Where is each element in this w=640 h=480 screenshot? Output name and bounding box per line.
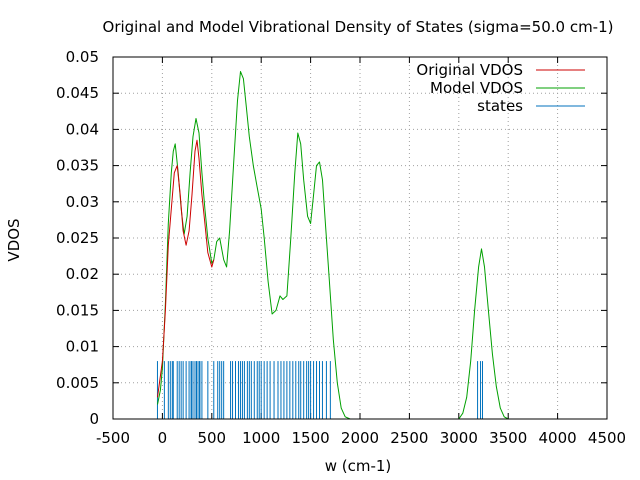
- states-sticks: [156, 361, 484, 419]
- y-tick-label: 0.035: [56, 157, 99, 175]
- x-tick-label: 3500: [489, 429, 527, 447]
- x-tick-label: -500: [96, 429, 130, 447]
- legend-label: Original VDOS: [416, 61, 523, 79]
- x-tick-label: 0: [158, 429, 168, 447]
- y-tick-label: 0.03: [66, 193, 99, 211]
- plot-frame: [112, 56, 608, 420]
- chart-title: Original and Model Vibrational Density o…: [103, 18, 614, 36]
- x-tick-label: 3000: [440, 429, 478, 447]
- y-tick-label: 0.045: [56, 84, 99, 102]
- series-layer: [156, 71, 509, 420]
- y-tick-label: 0.02: [66, 265, 99, 283]
- grid-lines: [113, 57, 607, 419]
- x-tick-label: 2500: [390, 429, 428, 447]
- x-axis-label: w (cm-1): [325, 457, 392, 475]
- x-tick-label: 2000: [341, 429, 379, 447]
- x-tick-label: 1500: [292, 429, 330, 447]
- legend-label: Model VDOS: [430, 79, 523, 97]
- y-tick-label: 0.015: [56, 301, 99, 319]
- y-tick-label: 0.005: [56, 374, 99, 392]
- model-vdos-line: [157, 71, 509, 420]
- legend-label: states: [477, 97, 523, 115]
- y-tick-label: 0: [89, 410, 99, 428]
- x-tick-label: 500: [197, 429, 226, 447]
- y-axis-label: VDOS: [5, 218, 23, 261]
- original-vdos-line: [157, 139, 215, 398]
- x-tick-label: 1000: [242, 429, 280, 447]
- y-tick-label: 0.025: [56, 229, 99, 247]
- y-tick-label: 0.01: [66, 338, 99, 356]
- y-tick-label: 0.05: [66, 48, 99, 66]
- x-tick-label: 4000: [539, 429, 577, 447]
- y-tick-label: 0.04: [66, 120, 99, 138]
- x-tick-label: 4500: [588, 429, 626, 447]
- tick-labels: -500 0 500 1000 1500 2000 2500 3000 3500 4000 4500…: [56, 48, 626, 447]
